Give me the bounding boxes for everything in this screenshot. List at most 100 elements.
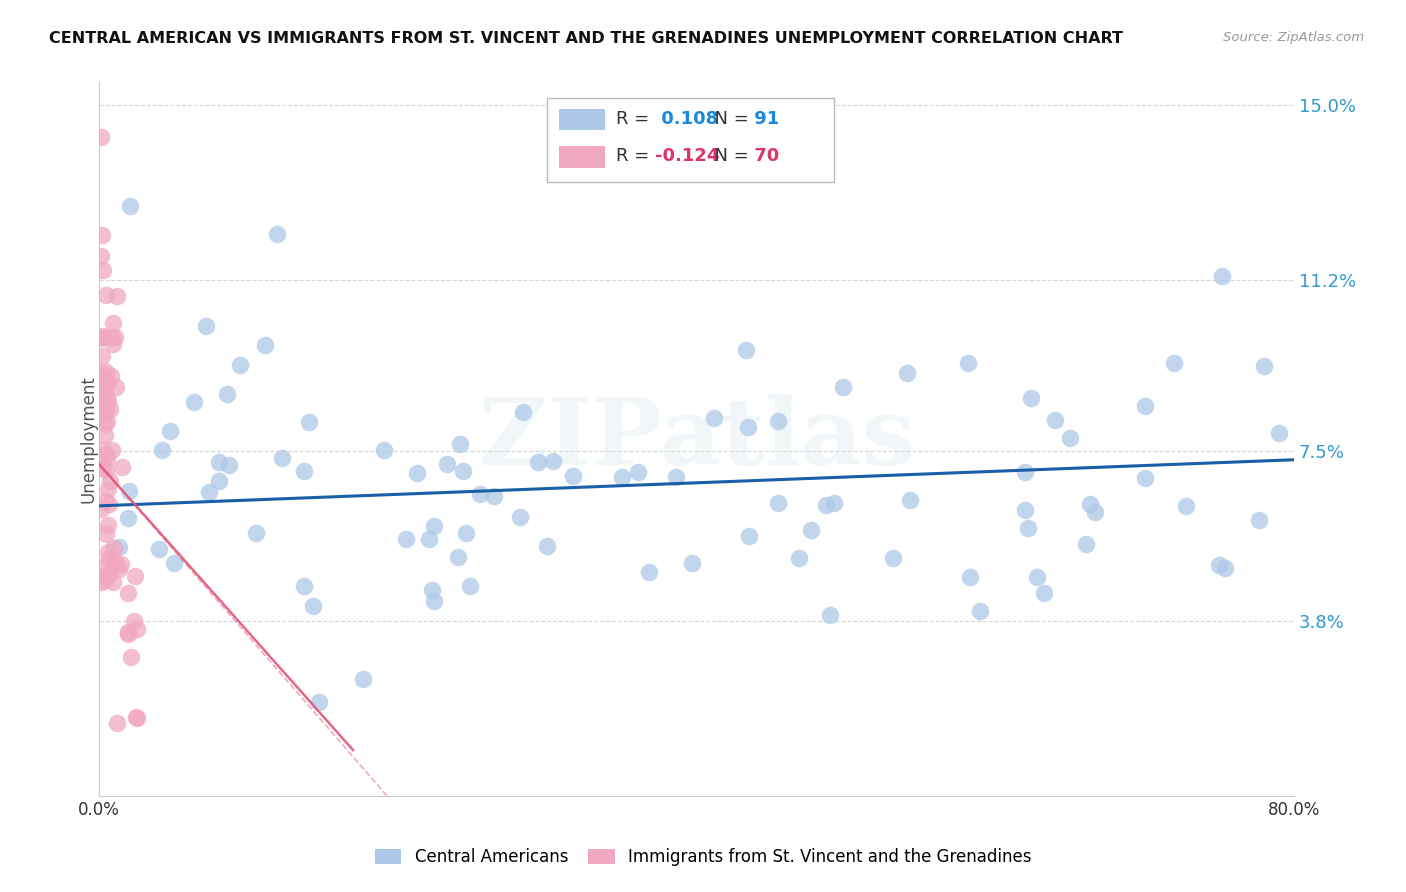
Point: [97, 483, 120, 497]
Point: [1078, 497, 1101, 511]
Point: [449, 436, 471, 450]
Point: [117, 511, 139, 525]
Point: [298, 415, 321, 429]
Point: [94, 463, 117, 477]
Point: [94, 558, 117, 573]
Point: [90, 227, 112, 242]
Point: [93, 404, 115, 418]
Point: [101, 575, 124, 590]
Point: [1208, 558, 1230, 573]
Point: [94, 404, 117, 418]
Point: [108, 541, 131, 555]
Point: [93, 573, 115, 587]
Point: [90, 575, 112, 590]
Point: [96, 451, 118, 466]
Point: [1059, 431, 1081, 445]
Point: [94, 447, 117, 461]
Point: [818, 608, 841, 623]
Point: [406, 466, 429, 480]
Point: [125, 710, 148, 724]
Point: [1211, 268, 1233, 283]
Point: [301, 599, 323, 614]
Point: [105, 289, 128, 303]
Point: [1163, 356, 1185, 370]
Point: [1133, 471, 1156, 485]
Point: [97, 545, 120, 559]
Point: [814, 498, 837, 512]
Point: [454, 526, 477, 541]
Point: [117, 586, 139, 600]
Point: [125, 622, 148, 636]
Point: [101, 330, 124, 344]
Point: [97, 517, 120, 532]
Point: [159, 425, 181, 439]
Point: [956, 357, 979, 371]
Legend: Central Americans, Immigrants from St. Vincent and the Grenadines: Central Americans, Immigrants from St. V…: [368, 842, 1038, 873]
Point: [418, 533, 440, 547]
Point: [959, 570, 981, 584]
Point: [96, 414, 118, 428]
Point: [1084, 505, 1107, 519]
Point: [183, 394, 205, 409]
Point: [266, 227, 288, 241]
Point: [541, 454, 564, 468]
Point: [90, 249, 112, 263]
Point: [352, 672, 374, 686]
Point: [105, 716, 128, 731]
Point: [215, 386, 238, 401]
Point: [562, 468, 585, 483]
Text: Source: ZipAtlas.com: Source: ZipAtlas.com: [1223, 31, 1364, 45]
Point: [101, 336, 124, 351]
Point: [1253, 359, 1275, 373]
Text: 70: 70: [748, 147, 779, 165]
Point: [96, 526, 118, 541]
Point: [395, 532, 418, 546]
Point: [969, 604, 991, 618]
Point: [738, 528, 761, 542]
Point: [103, 316, 125, 330]
Point: [118, 483, 141, 498]
Point: [91, 461, 114, 475]
Point: [96, 568, 118, 582]
Point: [308, 695, 330, 709]
Point: [1249, 513, 1271, 527]
Point: [373, 443, 395, 458]
Point: [117, 624, 139, 639]
Bar: [560, 109, 605, 130]
Point: [90, 501, 112, 516]
Point: [90, 392, 112, 407]
Bar: [560, 146, 605, 168]
Point: [90, 330, 112, 344]
Point: [104, 555, 127, 569]
Point: [98, 401, 121, 416]
Point: [1019, 391, 1042, 405]
Text: R =: R =: [616, 110, 650, 128]
Point: [148, 542, 170, 557]
Point: [90, 457, 112, 471]
Point: [197, 485, 219, 500]
Text: R =: R =: [616, 147, 650, 165]
Point: [208, 455, 231, 469]
Point: [94, 417, 117, 431]
Text: N =: N =: [703, 110, 748, 128]
Point: [120, 649, 142, 664]
Point: [93, 330, 115, 344]
Point: [292, 464, 315, 478]
Point: [124, 569, 146, 583]
Point: [103, 558, 125, 573]
Point: [91, 349, 114, 363]
Point: [125, 710, 148, 724]
Point: [96, 374, 118, 388]
Point: [898, 493, 921, 508]
Text: -0.124: -0.124: [655, 147, 718, 165]
Point: [484, 489, 506, 503]
Point: [97, 394, 120, 409]
Point: [245, 526, 267, 541]
Point: [150, 442, 173, 457]
Point: [98, 497, 121, 511]
Point: [832, 380, 855, 394]
Point: [896, 366, 918, 380]
Point: [100, 369, 122, 384]
Point: [1213, 561, 1236, 575]
Point: [101, 442, 124, 457]
